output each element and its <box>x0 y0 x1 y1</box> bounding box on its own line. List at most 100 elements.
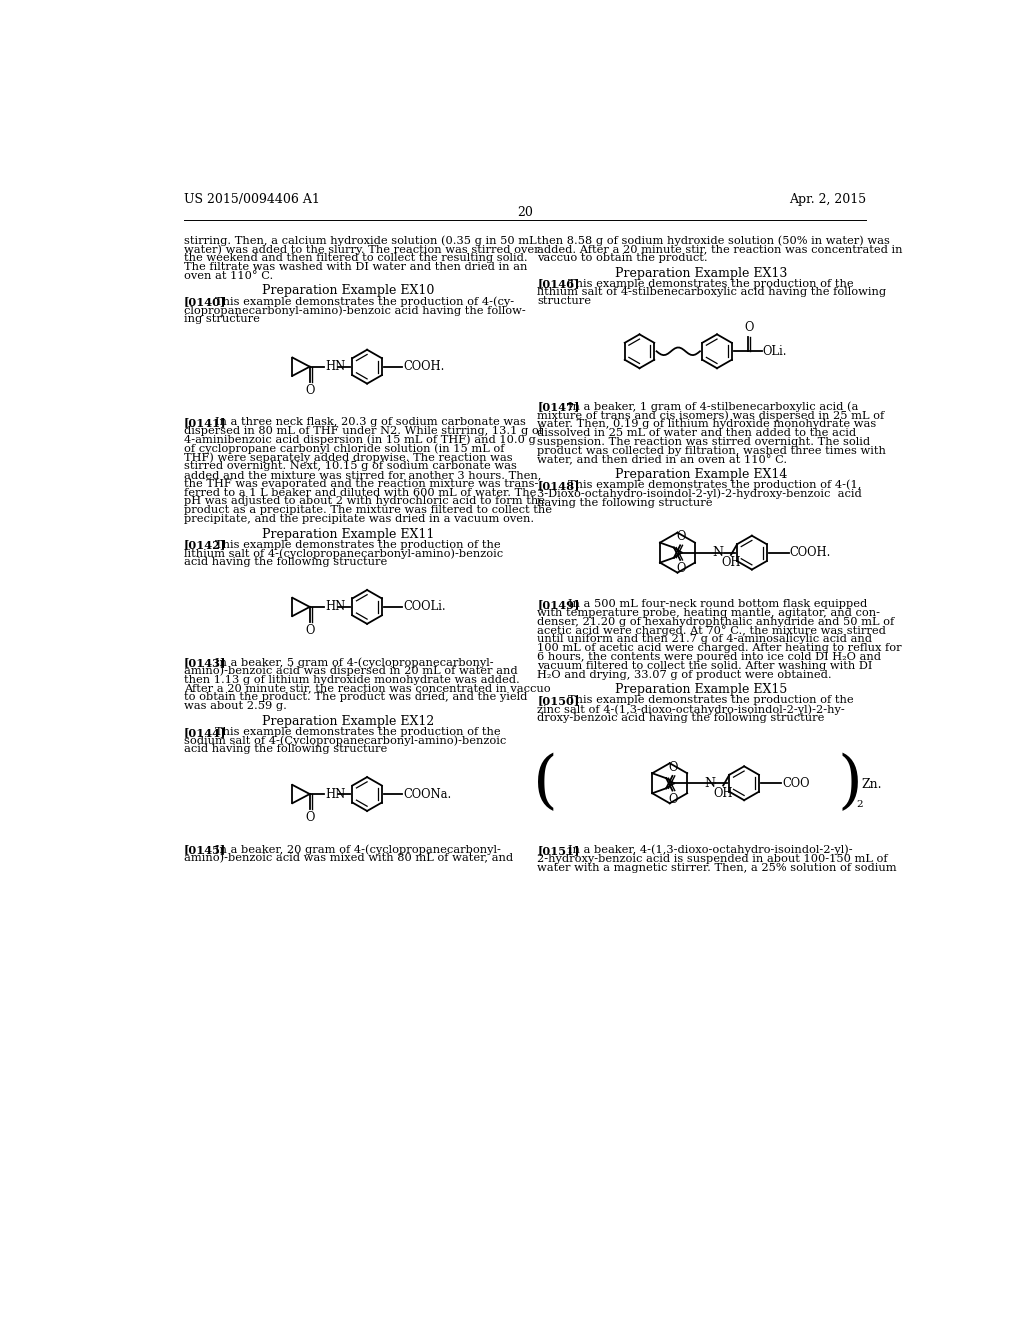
Text: water, and then dried in an oven at 110° C.: water, and then dried in an oven at 110°… <box>538 454 787 465</box>
Text: oven at 110° C.: oven at 110° C. <box>183 271 273 281</box>
Text: product was collected by filtration, washed three times with: product was collected by filtration, was… <box>538 446 886 455</box>
Text: [0146]: [0146] <box>538 279 580 289</box>
Text: COOLi.: COOLi. <box>403 601 446 614</box>
Text: In a beaker, 4-(1,3-dioxo-octahydro-isoindol-2-yl)-: In a beaker, 4-(1,3-dioxo-octahydro-isoi… <box>568 845 853 855</box>
Text: N: N <box>705 776 716 789</box>
Text: This example demonstrates the production of the: This example demonstrates the production… <box>568 696 854 705</box>
Text: [0141]: [0141] <box>183 417 226 428</box>
Text: clopropanecarbonyl-amino)-benzoic acid having the follow-: clopropanecarbonyl-amino)-benzoic acid h… <box>183 305 525 315</box>
Text: [0140]: [0140] <box>183 296 226 308</box>
Text: lithium salt of 4-stilbenecarboxylic acid having the following: lithium salt of 4-stilbenecarboxylic aci… <box>538 288 887 297</box>
Text: Preparation Example EX10: Preparation Example EX10 <box>261 284 434 297</box>
Text: vacuum filtered to collect the solid. After washing with DI: vacuum filtered to collect the solid. Af… <box>538 661 872 671</box>
Text: the weekend and then filtered to collect the resulting solid.: the weekend and then filtered to collect… <box>183 253 527 263</box>
Text: Preparation Example EX12: Preparation Example EX12 <box>261 714 434 727</box>
Text: water with a magnetic stirrer. Then, a 25% solution of sodium: water with a magnetic stirrer. Then, a 2… <box>538 862 897 873</box>
Text: was about 2.59 g.: was about 2.59 g. <box>183 701 287 711</box>
Text: OLi.: OLi. <box>763 345 787 358</box>
Text: then 1.13 g of lithium hydroxide monohydrate was added.: then 1.13 g of lithium hydroxide monohyd… <box>183 675 519 685</box>
Text: O: O <box>669 793 678 807</box>
Text: vaccuo to obtain the product.: vaccuo to obtain the product. <box>538 253 708 263</box>
Text: Apr. 2, 2015: Apr. 2, 2015 <box>788 193 866 206</box>
Text: Preparation Example EX11: Preparation Example EX11 <box>261 528 434 541</box>
Text: This example demonstrates the production of the: This example demonstrates the production… <box>568 279 854 289</box>
Text: amino)-benzoic acid was dispersed in 20 mL of water and: amino)-benzoic acid was dispersed in 20 … <box>183 665 517 676</box>
Text: US 2015/0094406 A1: US 2015/0094406 A1 <box>183 193 319 206</box>
Text: In a beaker, 20 gram of 4-(cyclopropanecarbonyl-: In a beaker, 20 gram of 4-(cyclopropanec… <box>215 843 501 854</box>
Text: ): ) <box>838 752 863 814</box>
Text: HN: HN <box>326 601 345 614</box>
Text: In a three neck flask, 20.3 g of sodium carbonate was: In a three neck flask, 20.3 g of sodium … <box>215 417 525 426</box>
Text: O: O <box>676 562 686 576</box>
Text: water) was added to the slurry. The reaction was stirred over: water) was added to the slurry. The reac… <box>183 244 540 255</box>
Text: dissolved in 25 mL of water and then added to the acid: dissolved in 25 mL of water and then add… <box>538 428 856 438</box>
Text: HN: HN <box>326 788 345 800</box>
Text: then 8.58 g of sodium hydroxide solution (50% in water) was: then 8.58 g of sodium hydroxide solution… <box>538 235 890 246</box>
Text: with temperature probe, heating mantle, agitator, and con-: with temperature probe, heating mantle, … <box>538 607 881 618</box>
Text: O: O <box>676 531 686 543</box>
Text: added. After a 20 minute stir, the reaction was concentrated in: added. After a 20 minute stir, the react… <box>538 244 903 255</box>
Text: stirring. Then, a calcium hydroxide solution (0.35 g in 50 mL: stirring. Then, a calcium hydroxide solu… <box>183 235 537 246</box>
Text: water. Then, 0.19 g of lithium hydroxide monohydrate was: water. Then, 0.19 g of lithium hydroxide… <box>538 418 877 429</box>
Text: This example demonstrates the production of 4-(1,: This example demonstrates the production… <box>568 480 861 491</box>
Text: denser, 21.20 g of hexahydrophthalic anhydride and 50 mL of: denser, 21.20 g of hexahydrophthalic anh… <box>538 616 894 627</box>
Text: to obtain the product. The product was dried, and the yield: to obtain the product. The product was d… <box>183 693 527 702</box>
Text: added and the mixture was stirred for another 3 hours. Then,: added and the mixture was stirred for an… <box>183 470 541 480</box>
Text: H₂O and drying, 33.07 g of product were obtained.: H₂O and drying, 33.07 g of product were … <box>538 669 831 680</box>
Text: 2: 2 <box>856 800 863 809</box>
Text: 4-aminibenzoic acid dispersion (in 15 mL of THF) and 10.0 g: 4-aminibenzoic acid dispersion (in 15 mL… <box>183 434 536 445</box>
Text: acid having the following structure: acid having the following structure <box>183 744 387 754</box>
Text: acetic acid were charged. At 70° C., the mixture was stirred: acetic acid were charged. At 70° C., the… <box>538 626 886 636</box>
Text: COONa.: COONa. <box>403 788 452 800</box>
Text: COOH.: COOH. <box>790 546 831 560</box>
Text: the THF was evaporated and the reaction mixture was trans-: the THF was evaporated and the reaction … <box>183 479 539 488</box>
Text: HN: HN <box>326 360 345 374</box>
Text: COO: COO <box>782 776 810 789</box>
Text: 20: 20 <box>517 206 532 219</box>
Text: having the following structure: having the following structure <box>538 498 713 508</box>
Text: Zn.: Zn. <box>861 779 882 791</box>
Text: [0144]: [0144] <box>183 726 226 738</box>
Text: In a beaker, 1 gram of 4-stilbenecarboxylic acid (a: In a beaker, 1 gram of 4-stilbenecarboxy… <box>568 401 858 412</box>
Text: O: O <box>306 810 315 824</box>
Text: of cyclopropane carbonyl chloride solution (in 15 mL of: of cyclopropane carbonyl chloride soluti… <box>183 444 504 454</box>
Text: ing structure: ing structure <box>183 314 260 323</box>
Text: 3-Dioxo-octahydro-isoindol-2-yl)-2-hydroxy-benzoic  acid: 3-Dioxo-octahydro-isoindol-2-yl)-2-hydro… <box>538 488 862 499</box>
Text: OH: OH <box>721 557 740 569</box>
Text: [0148]: [0148] <box>538 480 580 491</box>
Text: Preparation Example EX15: Preparation Example EX15 <box>615 684 787 696</box>
Text: [0151]: [0151] <box>538 845 580 855</box>
Text: OH: OH <box>714 787 733 800</box>
Text: sodium salt of 4-(Cyclopropanecarbonyl-amino)-benzoic: sodium salt of 4-(Cyclopropanecarbonyl-a… <box>183 735 506 746</box>
Text: pH was adjusted to about 2 with hydrochloric acid to form the: pH was adjusted to about 2 with hydrochl… <box>183 496 545 507</box>
Text: [0142]: [0142] <box>183 540 226 550</box>
Text: suspension. The reaction was stirred overnight. The solid: suspension. The reaction was stirred ove… <box>538 437 870 446</box>
Text: After a 20 minute stir, the reaction was concentrated in vaccuo: After a 20 minute stir, the reaction was… <box>183 684 551 693</box>
Text: 6 hours, the contents were poured into ice cold DI H₂O and: 6 hours, the contents were poured into i… <box>538 652 882 661</box>
Text: [0143]: [0143] <box>183 657 226 668</box>
Text: structure: structure <box>538 296 591 306</box>
Text: [0149]: [0149] <box>538 599 580 610</box>
Text: dispersed in 80 mL of THF under N2. While stirring, 13.1 g of: dispersed in 80 mL of THF under N2. Whil… <box>183 425 543 436</box>
Text: N: N <box>713 546 723 560</box>
Text: [0147]: [0147] <box>538 401 580 412</box>
Text: mixture of trans and cis isomers) was dispersed in 25 mL of: mixture of trans and cis isomers) was di… <box>538 411 885 421</box>
Text: THF) were separately added dropwise. The reaction was: THF) were separately added dropwise. The… <box>183 453 512 463</box>
Text: stirred overnight. Next, 10.15 g of sodium carbonate was: stirred overnight. Next, 10.15 g of sodi… <box>183 461 517 471</box>
Text: O: O <box>744 321 754 334</box>
Text: zinc salt of 4-(1,3-dioxo-octahydro-isoindol-2-yl)-2-hy-: zinc salt of 4-(1,3-dioxo-octahydro-isoi… <box>538 704 845 714</box>
Text: droxy-benzoic acid having the following structure: droxy-benzoic acid having the following … <box>538 713 824 723</box>
Text: acid having the following structure: acid having the following structure <box>183 557 387 568</box>
Text: Preparation Example EX14: Preparation Example EX14 <box>615 469 787 480</box>
Text: until uniform and then 21.7 g of 4-aminosalicylic acid and: until uniform and then 21.7 g of 4-amino… <box>538 635 872 644</box>
Text: 100 mL of acetic acid were charged. After heating to reflux for: 100 mL of acetic acid were charged. Afte… <box>538 643 902 653</box>
Text: Preparation Example EX13: Preparation Example EX13 <box>615 267 787 280</box>
Text: This example demonstrates the production of 4-(cy-: This example demonstrates the production… <box>215 296 514 306</box>
Text: This example demonstrates the production of the: This example demonstrates the production… <box>215 726 501 737</box>
Text: O: O <box>306 624 315 636</box>
Text: [0150]: [0150] <box>538 696 580 706</box>
Text: [0145]: [0145] <box>183 843 226 855</box>
Text: product as a precipitate. The mixture was filtered to collect the: product as a precipitate. The mixture wa… <box>183 506 552 515</box>
Text: lithium salt of 4-(cyclopropanecarbonyl-amino)-benzoic: lithium salt of 4-(cyclopropanecarbonyl-… <box>183 548 503 558</box>
Text: precipitate, and the precipitate was dried in a vacuum oven.: precipitate, and the precipitate was dri… <box>183 515 534 524</box>
